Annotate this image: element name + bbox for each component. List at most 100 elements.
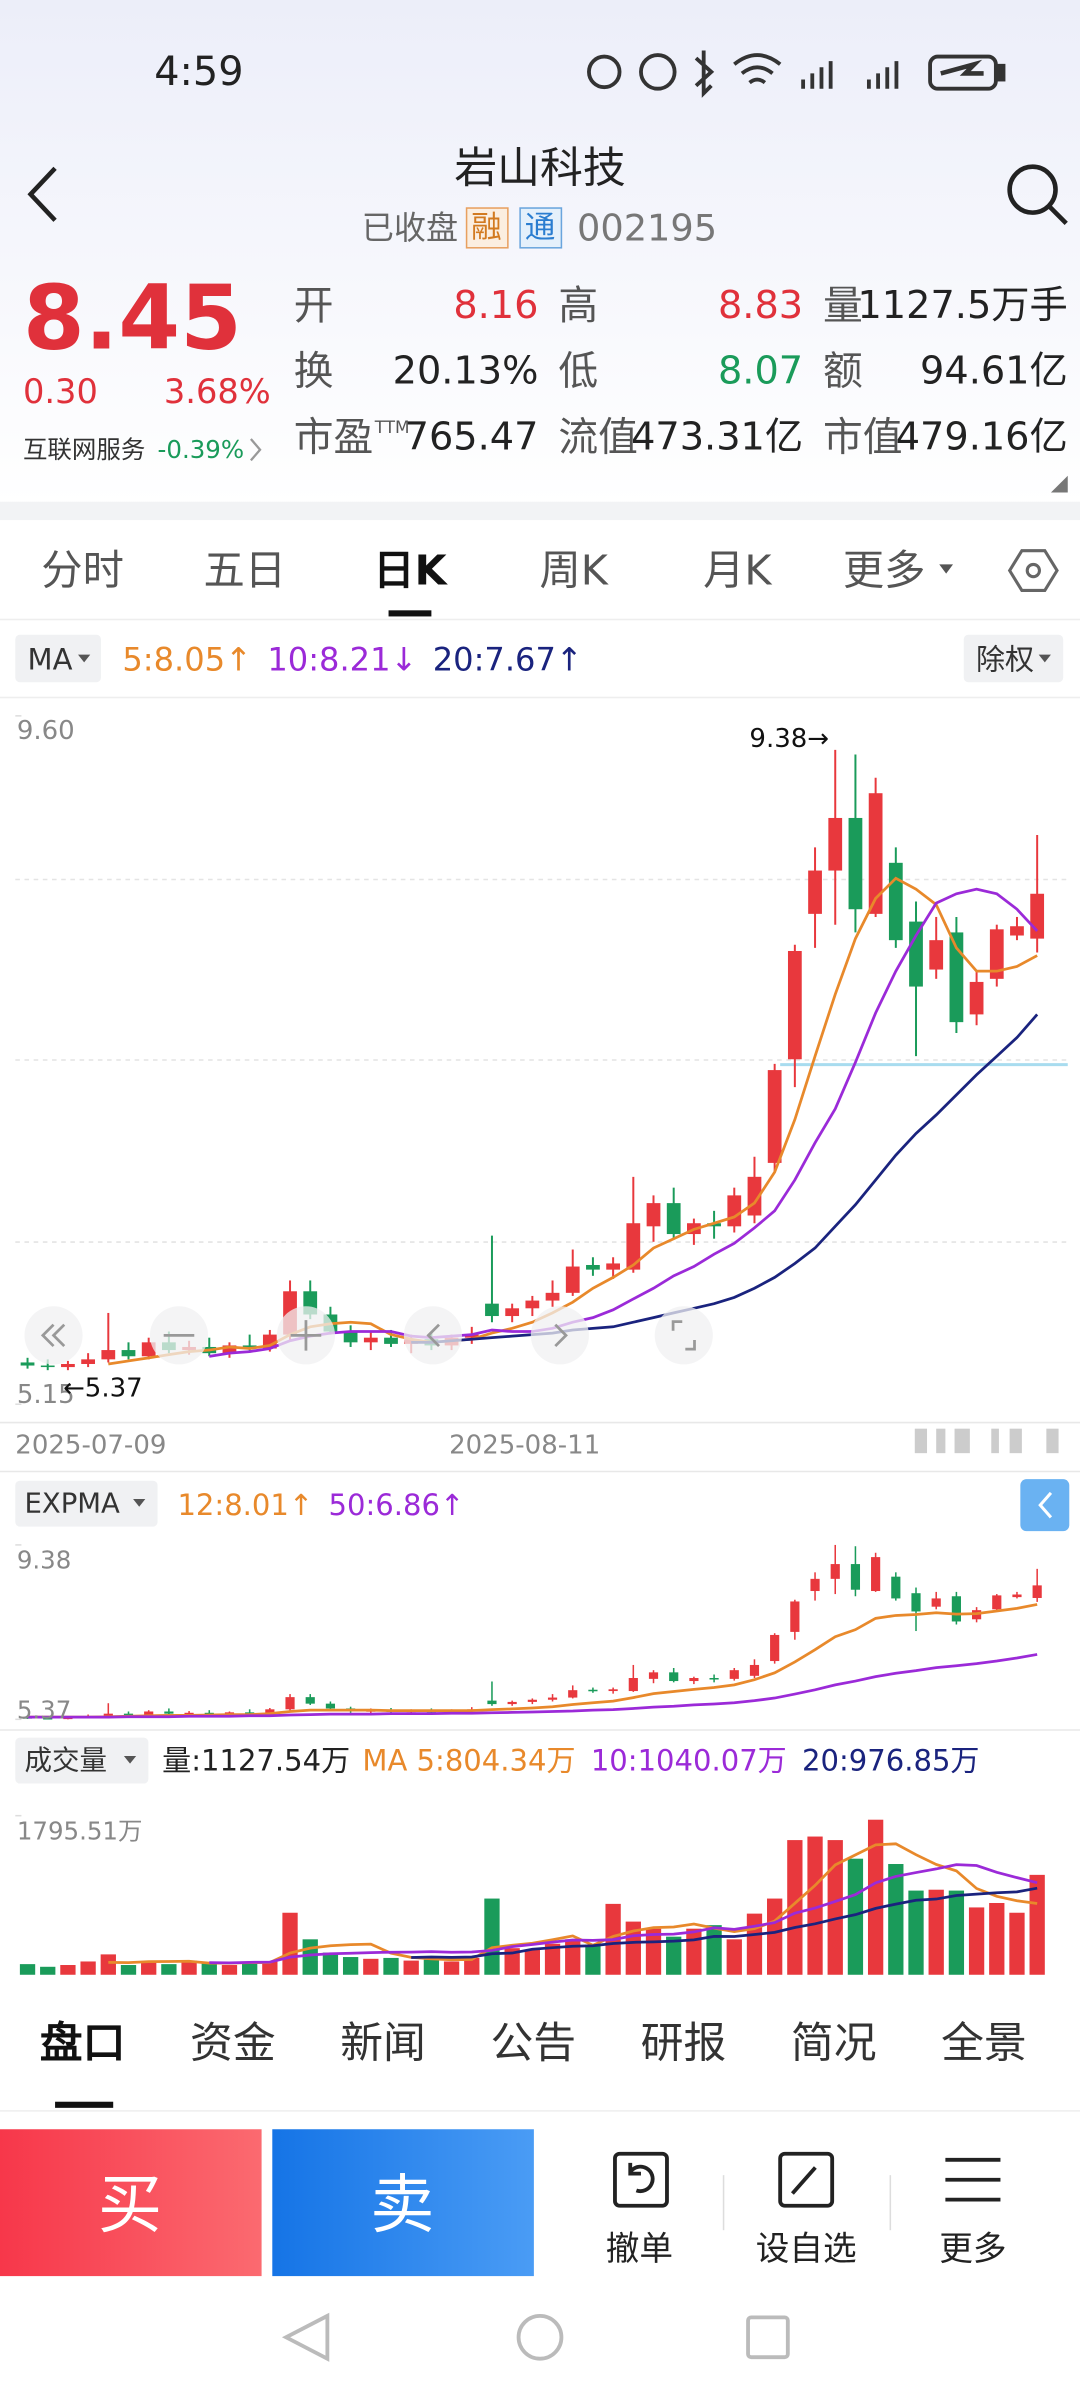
field-label-sup: TTM xyxy=(374,417,410,437)
candle-body xyxy=(749,1664,760,1676)
volume-bar xyxy=(60,1965,76,1975)
candle-body xyxy=(285,1697,295,1710)
settings-button[interactable] xyxy=(1007,549,1059,592)
candle-body xyxy=(505,1308,520,1317)
control-button[interactable] xyxy=(654,1306,713,1365)
sector-change: -0.39% xyxy=(158,435,245,464)
control-icons xyxy=(40,1320,696,1351)
badge-margin: 融 xyxy=(471,210,502,245)
clock: 4:59 xyxy=(154,49,243,95)
ma-line xyxy=(209,887,1039,1358)
candle-body xyxy=(790,1601,800,1632)
candle-body xyxy=(909,921,923,987)
volume-bar xyxy=(908,1890,924,1975)
dropdown-arrow xyxy=(78,654,91,663)
candle-body xyxy=(931,1598,941,1607)
buy-button[interactable] xyxy=(0,2129,262,2277)
detail-tabs: 盘口 资金 新闻 公告 研报 简况 全景 xyxy=(40,2019,1027,2108)
detail-tab[interactable]: 简况 xyxy=(791,2019,877,2069)
period-tab[interactable]: 日K xyxy=(373,547,448,595)
volume-bar xyxy=(666,1936,682,1975)
volume-bar xyxy=(100,1954,116,1975)
indicator-button[interactable] xyxy=(15,634,101,683)
candle-body xyxy=(666,1203,681,1235)
candle-body xyxy=(43,1718,53,1720)
indicator-button[interactable] xyxy=(15,1480,158,1527)
volume-bar xyxy=(504,1948,520,1975)
y-tick-label: 9.60 xyxy=(17,716,75,746)
period-tab[interactable]: 周K xyxy=(539,547,608,595)
more-label: 更多 xyxy=(939,2229,1006,2268)
volume-bar xyxy=(807,1836,823,1975)
legend-entry: 20:976.85万 xyxy=(802,1744,979,1778)
sell-button[interactable] xyxy=(272,2129,534,2277)
legend-entry: 50:6.86↑ xyxy=(329,1488,465,1522)
detail-tab[interactable]: 公告 xyxy=(490,2019,576,2069)
back-button[interactable] xyxy=(27,166,57,222)
indicator-label: EXPMA xyxy=(24,1488,120,1520)
candle-body xyxy=(586,1264,600,1270)
candle-body xyxy=(787,950,802,1060)
y-tick-label: 9.38 xyxy=(17,1546,71,1575)
period-tab[interactable]: 更多 xyxy=(843,547,926,595)
candle-body xyxy=(164,1711,174,1714)
detail-tab[interactable]: 全景 xyxy=(941,2019,1027,2069)
candle-body xyxy=(669,1672,679,1682)
field-value: 765.47 xyxy=(405,415,539,459)
price: 8.45 xyxy=(23,267,242,370)
candle-body xyxy=(325,1703,336,1709)
legend-entry: 10:8.21↓ xyxy=(267,640,417,678)
field-label: 开 xyxy=(294,283,334,329)
candle-body xyxy=(608,1689,618,1692)
volume-bar xyxy=(968,1907,985,1975)
legend-entry: MA 5:804.34万 xyxy=(362,1744,575,1778)
main-grid xyxy=(15,878,1068,1243)
volume-bar xyxy=(706,1925,722,1975)
detail-tab[interactable]: 研报 xyxy=(641,2019,727,2069)
candle-body xyxy=(729,1670,739,1679)
indicator-button[interactable] xyxy=(15,1737,149,1784)
candle-body xyxy=(20,1362,35,1366)
period-tab[interactable]: 月K xyxy=(703,547,772,595)
side-panel-tab[interactable] xyxy=(1020,1479,1070,1532)
period-tab[interactable]: 五日 xyxy=(203,547,286,595)
adjust-button[interactable] xyxy=(963,634,1064,683)
control-button[interactable] xyxy=(530,1306,589,1365)
nav-back[interactable] xyxy=(281,2312,330,2362)
volume-bar xyxy=(847,1858,864,1975)
tab-underline xyxy=(55,2101,114,2108)
field-label: 流值 xyxy=(558,414,638,460)
search-button[interactable] xyxy=(1007,164,1068,225)
volume-bar xyxy=(40,1966,56,1975)
ma-line xyxy=(411,1013,1039,1344)
volume-bar xyxy=(302,1939,318,1975)
volume-bar xyxy=(363,1958,379,1975)
candle-body xyxy=(103,1713,113,1717)
price-change-pct: 3.68% xyxy=(164,372,271,411)
candle-body xyxy=(888,862,903,941)
control-button[interactable] xyxy=(403,1306,462,1365)
candle-body xyxy=(485,1303,499,1317)
sector: 互联网服务 xyxy=(23,435,145,464)
volume-bar xyxy=(383,1957,399,1975)
y-tick-label: 5.15 xyxy=(17,1380,75,1410)
nav-home[interactable] xyxy=(516,2313,564,2361)
candle-body xyxy=(1012,1594,1022,1598)
ma-line xyxy=(27,1653,1038,1719)
candle-body xyxy=(808,870,822,914)
sector-arrow[interactable] xyxy=(250,438,262,462)
detail-tab[interactable]: 盘口 xyxy=(40,2019,126,2069)
volume-bar xyxy=(221,1965,238,1975)
nav-recent[interactable] xyxy=(746,2315,790,2360)
legend-entry: 10:1040.07万 xyxy=(591,1744,787,1778)
candle-body xyxy=(689,1678,699,1682)
field-label: 市盈 xyxy=(294,414,374,460)
ma-line xyxy=(108,876,1038,1366)
period-tab[interactable]: 分时 xyxy=(41,547,124,595)
detail-tab[interactable]: 资金 xyxy=(190,2019,276,2069)
candle-body xyxy=(868,793,883,914)
candle-body xyxy=(40,1365,55,1368)
dropdown-arrow xyxy=(133,1499,146,1507)
detail-tab[interactable]: 新闻 xyxy=(340,2019,426,2069)
